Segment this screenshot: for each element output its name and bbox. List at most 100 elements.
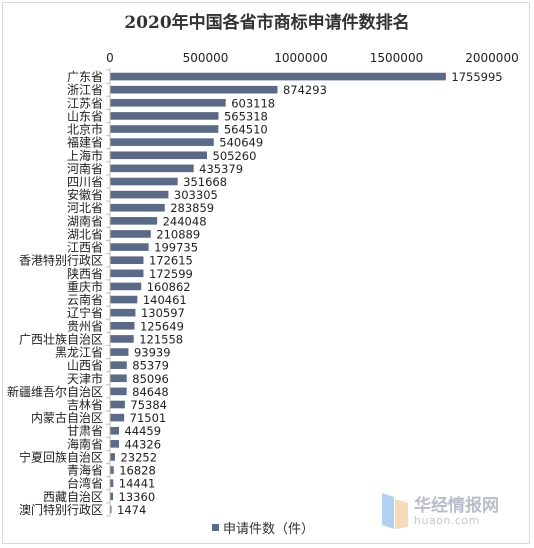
bar [110,125,219,133]
bar [110,400,125,409]
x-tick-label: 2000000 [465,51,518,65]
bar [110,295,138,304]
data-label: 44459 [124,424,161,438]
bar [110,190,169,199]
data-label: 140461 [143,293,187,307]
data-label: 14441 [119,477,156,491]
bar [110,492,114,501]
bar [110,387,127,396]
category-label: 贵州省 [67,319,103,333]
bar [110,177,178,186]
data-label: 564510 [224,123,268,137]
category-label: 福建省 [67,135,103,150]
bar [110,243,149,251]
category-label: 河北省 [67,201,103,215]
bar [110,112,219,120]
bar [110,321,135,330]
data-label: 44326 [124,437,161,451]
bar [110,505,112,514]
category-label: 澳门特别行政区 [19,502,103,517]
bar [110,72,446,81]
bar [110,203,165,212]
data-label: 540649 [219,136,263,150]
data-label: 23252 [120,450,157,464]
category-label: 河南省 [67,161,103,176]
data-label: 93939 [134,346,171,360]
data-label: 874293 [283,83,327,97]
data-label: 172615 [149,254,193,268]
data-label: 160862 [147,280,191,294]
data-label: 1755995 [451,70,502,84]
bar [110,230,151,238]
category-label: 内蒙古自治区 [31,410,103,425]
category-label: 云南省 [67,292,103,307]
data-label: 435379 [199,162,243,176]
legend-label: 申请件数（件） [223,521,315,537]
bar [110,335,134,343]
category-label: 江苏省 [67,96,103,110]
bar [110,426,119,435]
bar [110,85,278,94]
category-label: 宁夏回族自治区 [19,449,103,464]
category-label: 上海市 [67,148,103,163]
data-label: 351668 [183,175,227,189]
category-label: 陕西省 [67,266,103,281]
bar [110,151,208,160]
category-label: 西藏自治区 [43,490,103,504]
category-label: 四川省 [67,175,103,189]
legend: 申请件数（件） [212,518,315,537]
data-label: 199735 [154,241,198,255]
x-tick-label: 1500000 [370,51,423,65]
category-label: 广东省 [67,70,103,84]
data-label: 75384 [130,398,167,412]
category-label: 重庆市 [67,279,103,294]
data-label: 85096 [132,372,169,386]
category-label: 台湾省 [67,476,103,491]
bar [110,308,136,317]
bar [110,269,144,278]
bar [110,361,127,369]
category-label: 香港特别行政区 [19,253,103,268]
data-label: 244048 [163,214,207,228]
category-label: 青海省 [67,463,103,478]
data-label: 603118 [231,96,275,110]
bar [110,374,127,383]
data-label: 210889 [156,227,200,241]
category-label: 北京市 [67,122,103,137]
watermark-url: huaon.com [414,514,480,527]
category-label: 甘肃省 [67,424,103,438]
category-label: 江西省 [67,241,103,255]
data-label: 565318 [224,109,268,123]
data-label: 125649 [140,319,184,333]
data-label: 505260 [213,149,257,163]
bar [110,282,142,291]
data-label: 283859 [170,201,214,215]
data-label: 172599 [149,267,193,281]
data-label: 84648 [132,385,169,399]
category-label: 黑龙江省 [55,346,103,360]
chart-title: 2020年中国各省市商标申请件数排名 [124,13,410,33]
bar [110,98,226,107]
bar [110,466,114,474]
data-label: 121558 [139,332,183,346]
data-label: 16828 [119,464,156,478]
category-label: 吉林省 [67,398,103,412]
bar [110,348,129,356]
watermark-text: 华经情报网 [414,496,499,516]
bar [110,217,158,225]
category-label: 山西省 [67,359,103,373]
data-label: 303305 [174,188,218,202]
category-label: 天津市 [67,371,103,386]
x-tick-label: 500000 [183,51,229,65]
legend-swatch [212,523,219,531]
category-label: 广西壮族自治区 [19,332,103,346]
bar [110,413,125,422]
bar [110,164,194,173]
data-label: 13360 [119,490,156,504]
bar [110,453,115,461]
x-tick-label: 0 [106,51,114,65]
category-label: 安徽省 [67,187,103,202]
category-label: 湖北省 [67,226,103,241]
data-label: 85379 [132,359,169,373]
